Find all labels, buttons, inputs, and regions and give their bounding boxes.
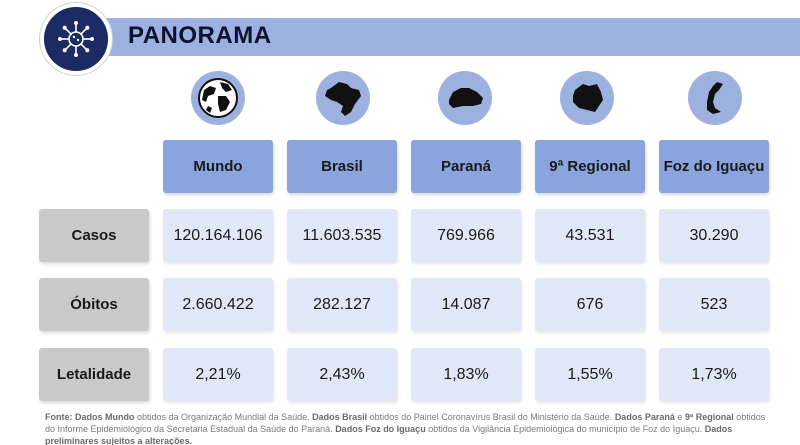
parana-icon-badge bbox=[438, 71, 492, 125]
column-header-mundo: Mundo bbox=[163, 140, 273, 193]
row-header-casos: Casos bbox=[39, 209, 149, 262]
regional-icon-badge bbox=[560, 71, 614, 125]
cell-casos-parana: 769.966 bbox=[411, 209, 521, 262]
logo bbox=[40, 3, 112, 75]
column-header-brasil: Brasil bbox=[287, 140, 397, 193]
cell-obitos-brasil: 282.127 bbox=[287, 278, 397, 331]
cell-obitos-regional: 676 bbox=[535, 278, 645, 331]
cell-letalidade-brasil: 2,43% bbox=[287, 348, 397, 401]
cell-letalidade-parana: 1,83% bbox=[411, 348, 521, 401]
virus-network-icon bbox=[58, 21, 94, 57]
cell-casos-mundo: 120.164.106 bbox=[163, 209, 273, 262]
brazil-map-icon bbox=[325, 82, 361, 116]
column-header-regional: 9ª Regional bbox=[535, 140, 645, 193]
header-bar bbox=[60, 18, 800, 56]
cell-obitos-parana: 14.087 bbox=[411, 278, 521, 331]
cell-letalidade-regional: 1,55% bbox=[535, 348, 645, 401]
foz-map-icon bbox=[707, 82, 723, 114]
cell-letalidade-mundo: 2,21% bbox=[163, 348, 273, 401]
cell-casos-brasil: 11.603.535 bbox=[287, 209, 397, 262]
cell-obitos-mundo: 2.660.422 bbox=[163, 278, 273, 331]
brasil-icon-badge bbox=[316, 71, 370, 125]
mundo-icon-badge bbox=[191, 71, 245, 125]
cell-casos-regional: 43.531 bbox=[535, 209, 645, 262]
source-footnote: Fonte: Dados Mundo obtidos da Organizaçã… bbox=[45, 412, 766, 445]
row-header-obitos: Óbitos bbox=[39, 278, 149, 331]
column-header-parana: Paraná bbox=[411, 140, 521, 193]
column-header-foz: Foz do Iguaçu bbox=[659, 140, 769, 193]
foz-icon-badge bbox=[688, 71, 742, 125]
parana-map-icon bbox=[449, 88, 483, 108]
cell-obitos-foz: 523 bbox=[659, 278, 769, 331]
row-header-letalidade: Letalidade bbox=[39, 348, 149, 401]
cell-letalidade-foz: 1,73% bbox=[659, 348, 769, 401]
cell-casos-foz: 30.290 bbox=[659, 209, 769, 262]
page-title: PANORAMA bbox=[128, 22, 272, 49]
regional-map-icon bbox=[573, 84, 603, 112]
globe-icon bbox=[198, 78, 238, 118]
